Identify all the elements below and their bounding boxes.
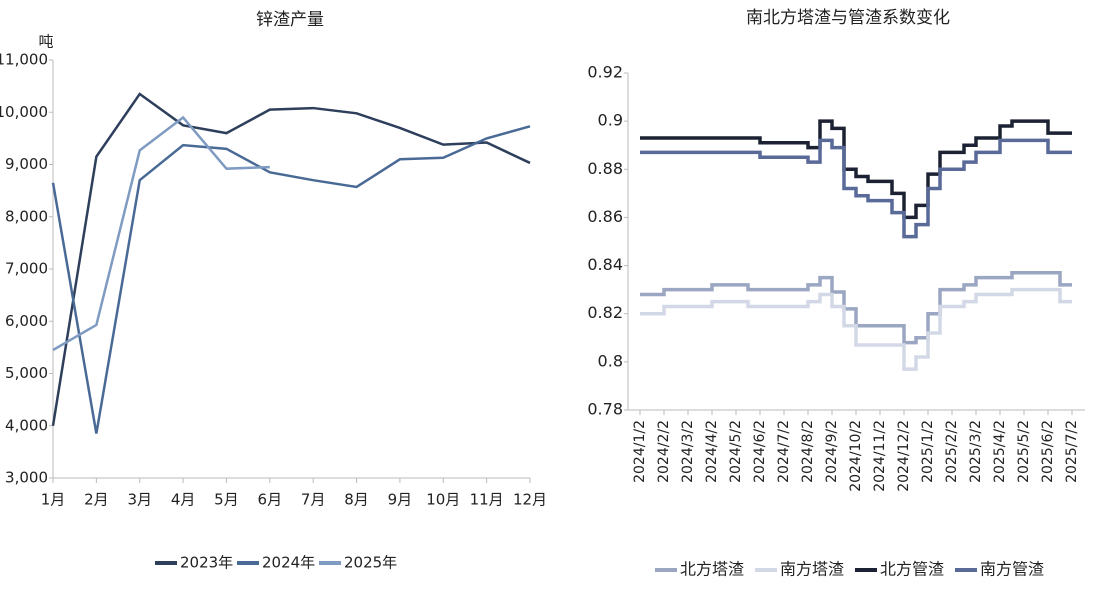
x-tick-label: 2024/10/2 — [848, 420, 864, 492]
x-tick-label: 2月 — [84, 491, 109, 509]
x-tick-label: 6月 — [258, 491, 283, 509]
x-tick-label: 2025/5/2 — [1016, 420, 1032, 483]
y-tick-label: 0.86 — [587, 207, 623, 226]
x-tick-label: 2024/12/2 — [896, 420, 912, 492]
x-tick-label: 7月 — [301, 491, 326, 509]
x-tick-label: 2024/11/2 — [872, 420, 888, 492]
y-tick-label: 0.84 — [587, 255, 623, 274]
x-tick-label: 2025/4/2 — [992, 420, 1008, 483]
chart-title: 锌渣产量 — [256, 10, 324, 30]
x-tick-label: 2024/9/2 — [824, 420, 840, 483]
x-tick-label: 11月 — [470, 491, 504, 509]
x-tick-label: 5月 — [214, 491, 239, 509]
x-tick-label: 2024/6/2 — [752, 420, 768, 483]
x-tick-label: 2025/6/2 — [1040, 420, 1056, 483]
y-tick-label: 0.78 — [587, 400, 623, 419]
y-tick-label: 8,000 — [5, 207, 48, 225]
chart-title: 南北方塔渣与管渣系数变化 — [746, 8, 950, 28]
y-tick-label: 0.88 — [587, 159, 623, 178]
legend-label: 2023年 — [180, 554, 233, 572]
y-tick-label: 11,000 — [0, 51, 48, 69]
x-tick-label: 2024/4/2 — [704, 420, 720, 483]
series-line — [640, 138, 1072, 239]
x-tick-label: 8月 — [344, 491, 369, 509]
y-tick-label: 4,000 — [5, 416, 48, 434]
x-tick-label: 2025/7/2 — [1064, 420, 1080, 483]
x-tick-label: 2024/5/2 — [728, 420, 744, 483]
x-tick-label: 2025/2/2 — [944, 420, 960, 483]
legend-label: 2024年 — [262, 554, 315, 572]
legend-label: 北方塔渣 — [680, 560, 744, 579]
series-line — [51, 92, 531, 426]
x-tick-label: 2025/3/2 — [968, 420, 984, 483]
y-tick-label: 10,000 — [0, 103, 48, 121]
series-line — [640, 119, 1072, 220]
series-line — [51, 125, 531, 434]
legend-label: 2025年 — [344, 554, 397, 572]
y-tick-label: 0.9 — [598, 111, 623, 130]
x-tick-label: 1月 — [41, 491, 66, 509]
x-tick-label: 2024/3/2 — [680, 420, 696, 483]
series-line — [52, 115, 270, 352]
x-tick-label: 9月 — [388, 491, 413, 509]
legend-label: 南方塔渣 — [780, 560, 844, 579]
y-tick-label: 7,000 — [5, 260, 48, 278]
y-tick-label: 3,000 — [5, 469, 48, 487]
y-tick-label: 9,000 — [5, 155, 48, 173]
x-tick-label: 3月 — [127, 491, 152, 509]
x-tick-label: 2024/2/2 — [656, 420, 672, 483]
y-tick-label: 0.92 — [587, 63, 623, 82]
x-tick-label: 2024/8/2 — [800, 420, 816, 483]
y-tick-label: 6,000 — [5, 312, 48, 330]
x-tick-label: 4月 — [171, 491, 196, 509]
x-tick-label: 2025/1/2 — [920, 420, 936, 483]
legend-label: 北方管渣 — [880, 560, 944, 579]
series-line — [640, 287, 1072, 371]
x-tick-label: 2024/7/2 — [776, 420, 792, 483]
y-unit: 吨 — [38, 33, 53, 51]
x-tick-label: 12月 — [513, 491, 547, 509]
x-tick-label: 2024/1/2 — [632, 420, 648, 483]
y-tick-label: 5,000 — [5, 364, 48, 382]
legend-label: 南方管渣 — [980, 560, 1044, 579]
y-tick-label: 0.82 — [587, 303, 623, 322]
y-tick-label: 0.8 — [598, 351, 623, 370]
x-tick-label: 10月 — [426, 491, 460, 509]
